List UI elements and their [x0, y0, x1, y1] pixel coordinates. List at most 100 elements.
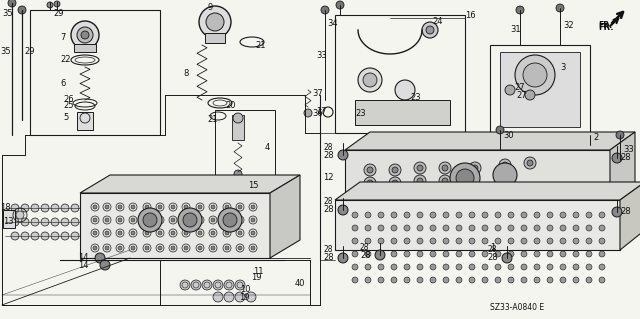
Circle shape [573, 225, 579, 231]
Circle shape [145, 246, 149, 250]
Bar [74, 44, 96, 52]
Text: 9: 9 [207, 4, 212, 12]
Circle shape [11, 218, 19, 226]
Circle shape [560, 225, 566, 231]
Text: 27: 27 [514, 84, 525, 93]
Polygon shape [270, 175, 300, 258]
Circle shape [364, 177, 376, 189]
Circle shape [16, 211, 24, 219]
Circle shape [367, 180, 373, 186]
Text: 35: 35 [0, 48, 11, 56]
Circle shape [516, 6, 524, 14]
Circle shape [131, 231, 135, 235]
Polygon shape [335, 182, 640, 200]
Text: 28: 28 [620, 153, 630, 162]
Text: 28: 28 [323, 254, 333, 263]
Circle shape [417, 178, 423, 184]
Circle shape [61, 204, 69, 212]
Text: 14: 14 [78, 254, 88, 263]
Circle shape [47, 2, 53, 8]
Text: 37: 37 [312, 88, 323, 98]
Circle shape [51, 204, 59, 212]
Circle shape [118, 246, 122, 250]
Circle shape [495, 225, 501, 231]
Circle shape [118, 205, 122, 209]
Circle shape [158, 231, 162, 235]
Circle shape [469, 277, 475, 283]
Circle shape [450, 163, 480, 193]
Text: 24: 24 [432, 18, 442, 26]
Text: 30: 30 [503, 130, 514, 139]
Circle shape [183, 213, 197, 227]
Circle shape [218, 208, 242, 232]
Circle shape [378, 225, 384, 231]
Circle shape [223, 213, 237, 227]
Circle shape [31, 204, 39, 212]
Circle shape [18, 6, 26, 14]
Text: 19: 19 [239, 293, 250, 301]
Circle shape [547, 251, 553, 257]
Bar [355, 100, 450, 125]
Circle shape [456, 264, 462, 270]
Circle shape [599, 225, 605, 231]
Circle shape [71, 204, 79, 212]
Circle shape [547, 225, 553, 231]
Circle shape [251, 246, 255, 250]
Circle shape [508, 251, 514, 257]
Circle shape [456, 277, 462, 283]
Circle shape [508, 238, 514, 244]
Circle shape [586, 264, 592, 270]
Circle shape [238, 218, 242, 222]
Circle shape [599, 251, 605, 257]
Bar [205, 33, 225, 43]
Text: 6: 6 [60, 79, 65, 88]
Circle shape [586, 134, 594, 142]
Circle shape [131, 205, 135, 209]
Circle shape [417, 251, 423, 257]
Circle shape [469, 212, 475, 218]
Circle shape [443, 277, 449, 283]
Circle shape [472, 165, 478, 171]
Circle shape [365, 238, 371, 244]
Circle shape [612, 153, 622, 163]
Circle shape [521, 264, 527, 270]
Text: 28: 28 [487, 246, 497, 255]
Circle shape [105, 218, 109, 222]
Circle shape [417, 264, 423, 270]
Circle shape [213, 292, 223, 302]
Bar [500, 52, 580, 127]
Circle shape [238, 205, 242, 209]
Bar [3, 210, 15, 228]
Text: 26: 26 [63, 95, 74, 105]
Text: 28: 28 [323, 246, 333, 255]
Circle shape [469, 238, 475, 244]
Circle shape [225, 231, 229, 235]
Circle shape [378, 212, 384, 218]
Circle shape [417, 225, 423, 231]
Circle shape [426, 26, 434, 34]
Circle shape [586, 238, 592, 244]
Circle shape [224, 280, 234, 290]
Circle shape [524, 157, 536, 169]
Text: 23: 23 [410, 93, 420, 101]
Circle shape [11, 232, 19, 240]
Text: 22: 22 [60, 56, 70, 64]
Circle shape [51, 232, 59, 240]
Circle shape [365, 212, 371, 218]
Circle shape [599, 264, 605, 270]
Circle shape [238, 179, 246, 187]
Circle shape [375, 250, 385, 260]
Circle shape [41, 204, 49, 212]
Circle shape [482, 264, 488, 270]
Circle shape [81, 31, 89, 39]
Text: 19: 19 [251, 273, 262, 283]
Circle shape [54, 1, 60, 7]
Text: 5: 5 [63, 114, 68, 122]
Text: 2: 2 [593, 133, 598, 143]
Circle shape [145, 218, 149, 222]
Circle shape [392, 180, 398, 186]
Circle shape [118, 231, 122, 235]
Circle shape [391, 225, 397, 231]
Circle shape [547, 212, 553, 218]
Circle shape [469, 264, 475, 270]
